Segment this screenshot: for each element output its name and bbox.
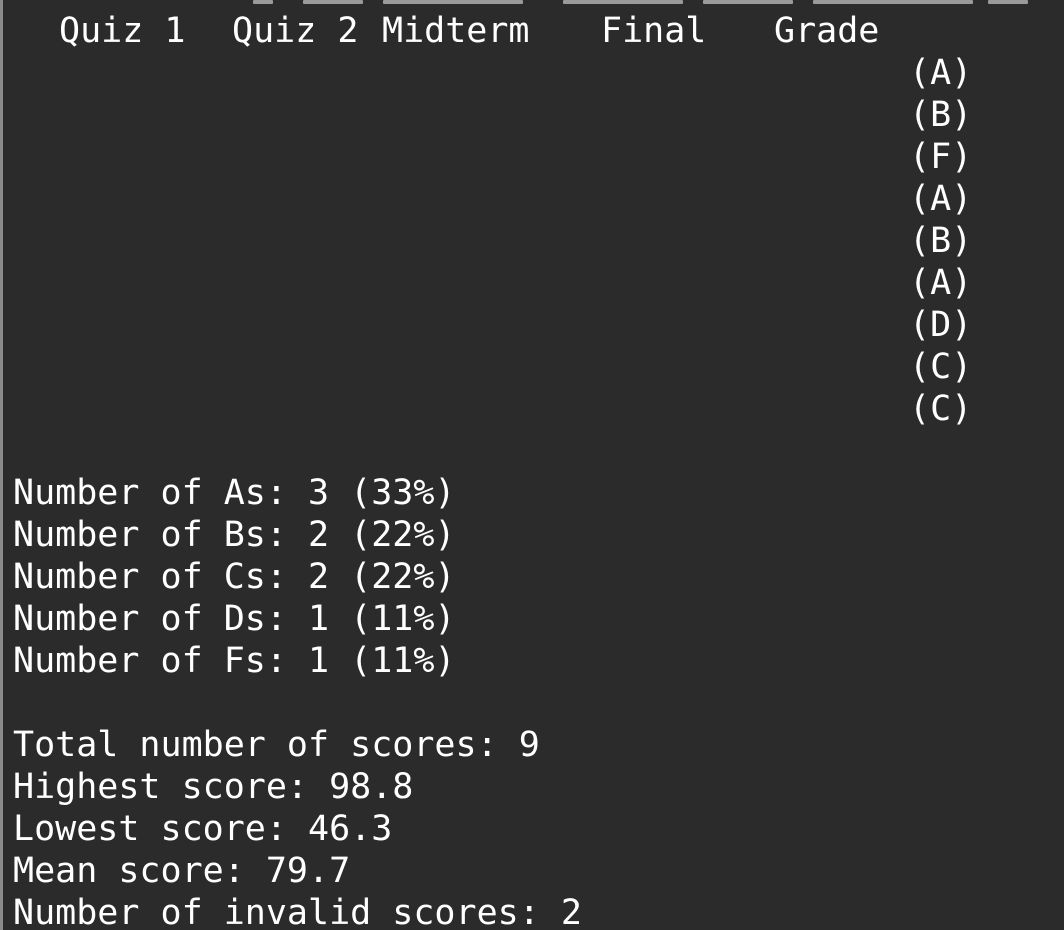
summary-line: Total number of scores: 9 — [13, 725, 540, 765]
header-grade: Grade — [774, 11, 880, 51]
grade-letter: (C) — [909, 389, 973, 429]
header-midterm: Midterm — [382, 11, 530, 51]
header-quiz1: Quiz 1 — [59, 11, 186, 51]
table-header-row: Quiz 1 Quiz 2 Midterm Final Grade — [3, 10, 879, 52]
grade-letter: (A) — [909, 53, 973, 93]
grade-count-line: Number of Ds: 1 (11%) — [13, 599, 456, 639]
summary-line: Mean score: 79.7 — [13, 851, 351, 891]
header-final: Final — [601, 11, 707, 51]
grade-letter: (F) — [909, 137, 973, 177]
grade-count-line: Number of Fs: 1 (11%) — [13, 641, 456, 681]
summary-line: Lowest score: 46.3 — [13, 809, 393, 849]
summary-line: Highest score: 98.8 — [13, 767, 414, 807]
grade-letter: (A) — [909, 263, 973, 303]
grade-count-line: Number of Bs: 2 (22%) — [13, 515, 456, 555]
grade-letter: (D) — [909, 305, 973, 345]
grade-letter: (B) — [909, 221, 973, 261]
summary-line: Number of invalid scores: 2 — [13, 893, 582, 930]
cut-off-previous-line — [3, 0, 1064, 6]
grade-letter: (A) — [909, 179, 973, 219]
header-quiz2: Quiz 2 — [232, 11, 359, 51]
grade-count-line: Number of As: 3 (33%) — [13, 473, 456, 513]
grade-count-line: Number of Cs: 2 (22%) — [13, 557, 456, 597]
grade-letter: (C) — [909, 347, 973, 387]
grade-letter: (B) — [909, 95, 973, 135]
